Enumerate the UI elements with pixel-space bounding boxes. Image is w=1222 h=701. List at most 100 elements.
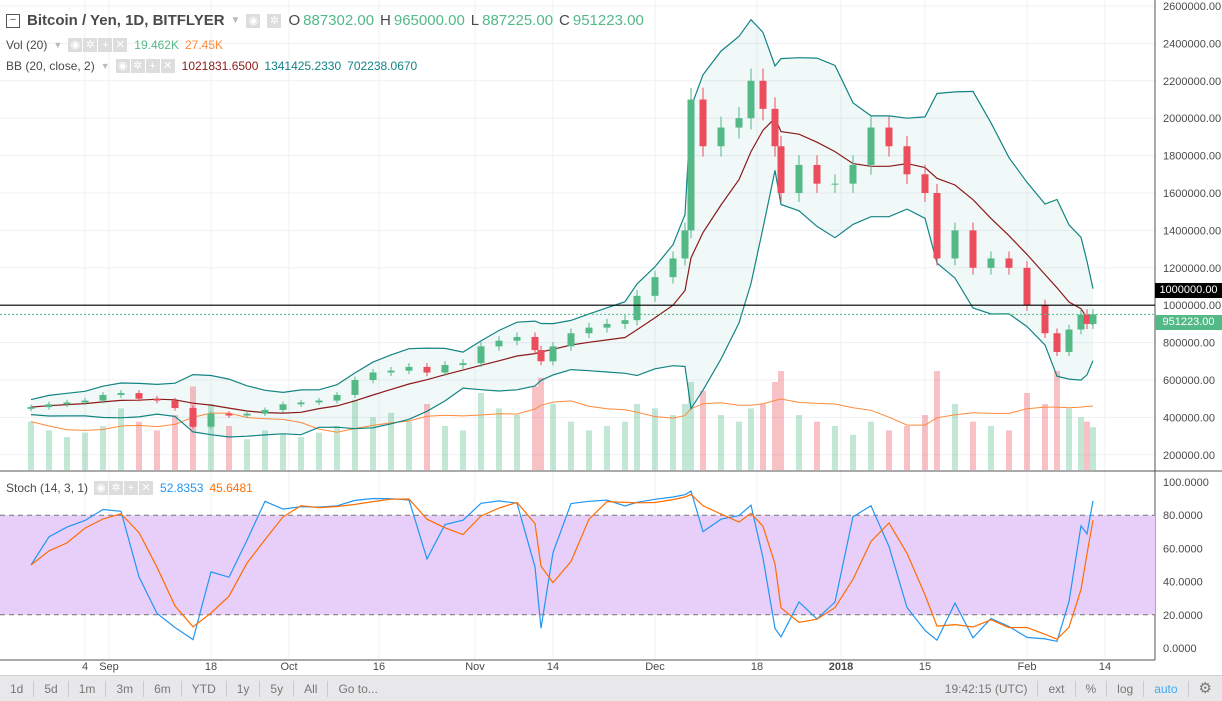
volume-bar <box>46 430 52 470</box>
candle-body <box>567 333 575 347</box>
volume-bar <box>460 430 466 470</box>
gear-icon[interactable]: ✲ <box>267 13 282 28</box>
volume-bar <box>424 404 430 470</box>
goto-button[interactable]: Go to... <box>338 681 378 696</box>
volume-bar <box>334 426 340 470</box>
close-icon[interactable]: ✕ <box>160 59 175 73</box>
range-5d[interactable]: 5d <box>34 680 69 697</box>
volume-bar <box>370 417 376 470</box>
volume-bar <box>514 415 520 470</box>
low-value: 887225.00 <box>482 12 554 29</box>
candle-body <box>495 340 503 347</box>
candle-body <box>885 127 893 147</box>
candle-body <box>279 404 287 410</box>
auto-toggle[interactable]: auto <box>1144 680 1189 697</box>
candle-body <box>747 80 755 119</box>
bottom-toolbar: 1d 5d 1m 3m 6m YTD 1y 5y All Go to... 19… <box>0 675 1222 701</box>
volume-bar <box>586 430 592 470</box>
volume-bar <box>1090 427 1096 470</box>
chevron-down-icon[interactable]: ▼ <box>100 60 110 71</box>
volume-legend: Vol (20) ▼ ◉ ✲ + ✕ 19.462K 27.45K <box>6 37 224 52</box>
candle-body <box>759 80 767 109</box>
y-tick-label: 1400000.00 <box>1163 225 1221 237</box>
volume-bar <box>538 377 544 470</box>
close-icon[interactable]: ✕ <box>139 481 154 495</box>
gear-icon[interactable]: ✲ <box>109 481 124 495</box>
symbol-title[interactable]: Bitcoin / Yen, 1D, BITFLYER <box>27 12 225 29</box>
x-tick-label: 16 <box>373 661 385 673</box>
volume-bar <box>904 426 910 470</box>
plus-icon[interactable]: + <box>145 59 160 73</box>
candle-body <box>933 193 941 259</box>
percent-toggle[interactable]: % <box>1076 680 1108 697</box>
volume-label[interactable]: Vol (20) <box>6 37 48 52</box>
eye-icon[interactable]: ◉ <box>68 38 83 52</box>
symbol-legend: − Bitcoin / Yen, 1D, BITFLYER ▼ ◉ ✲ O 8873… <box>6 12 644 29</box>
volume-bar <box>772 382 778 470</box>
close-icon[interactable]: ✕ <box>113 38 128 52</box>
candle-body <box>585 327 593 334</box>
plus-icon[interactable]: + <box>124 481 139 495</box>
chevron-down-icon[interactable]: ▼ <box>230 15 241 26</box>
stoch-tick-label: 80.0000 <box>1163 510 1203 522</box>
range-6m[interactable]: 6m <box>144 680 182 697</box>
x-tick-label: 2018 <box>829 661 853 673</box>
volume-bar <box>1024 393 1030 470</box>
volume-bar <box>550 404 556 470</box>
bb-label[interactable]: BB (20, close, 2) <box>6 58 95 73</box>
horizontal-line-price-label: 1000000.00 <box>1155 283 1222 298</box>
eye-icon[interactable]: ◉ <box>94 481 109 495</box>
volume-bar <box>682 404 688 470</box>
high-value: 965000.00 <box>393 12 465 29</box>
gear-icon[interactable]: ✲ <box>130 59 145 73</box>
candle-body <box>1053 333 1061 352</box>
settings-gear-icon[interactable]: ⚙ <box>1198 679 1212 697</box>
candle-body <box>99 394 107 401</box>
plus-icon[interactable]: + <box>98 38 113 52</box>
candle-body <box>951 230 959 259</box>
volume-bar <box>850 434 856 470</box>
volume-bar <box>28 421 34 470</box>
candle-body <box>921 174 929 193</box>
stoch-label[interactable]: Stoch (14, 3, 1) <box>6 480 89 495</box>
range-all[interactable]: All <box>294 680 329 697</box>
volume-bar <box>154 430 160 470</box>
candle-body <box>405 366 413 371</box>
volume-bar <box>1084 421 1090 470</box>
candle-body <box>207 413 215 427</box>
volume-bar <box>208 404 214 470</box>
range-1m[interactable]: 1m <box>69 680 107 697</box>
candle-body <box>621 320 629 324</box>
range-5y[interactable]: 5y <box>260 680 295 697</box>
range-1d[interactable]: 1d <box>0 680 35 697</box>
ext-toggle[interactable]: ext <box>1038 680 1076 697</box>
bb-fill <box>31 19 1093 437</box>
volume-bar <box>406 421 412 470</box>
candle-body <box>1083 314 1091 324</box>
range-3m[interactable]: 3m <box>106 680 145 697</box>
bb-basis-line <box>30 117 1094 414</box>
eye-icon[interactable]: ◉ <box>115 59 130 73</box>
volume-bar <box>532 386 538 470</box>
volume-bar <box>988 426 994 470</box>
range-ytd[interactable]: YTD <box>182 680 227 697</box>
close-value: 951223.00 <box>572 12 644 29</box>
eye-icon[interactable]: ◉ <box>246 13 261 28</box>
open-value: 887302.00 <box>303 12 375 29</box>
volume-bar <box>298 437 304 470</box>
bb-upper-line <box>30 18 1094 401</box>
volume-bar <box>604 426 610 470</box>
volume-bar <box>778 371 784 470</box>
volume-bar <box>814 421 820 470</box>
price-chart[interactable]: 2600000.00 2400000.00 2200000.00 2000000.00… <box>0 0 1222 675</box>
candle-body <box>315 400 323 403</box>
collapse-icon[interactable]: − <box>6 13 20 28</box>
volume-bar <box>118 408 124 470</box>
range-1y[interactable]: 1y <box>227 680 261 697</box>
y-tick-label: 1600000.00 <box>1163 188 1221 200</box>
y-tick-label: 2400000.00 <box>1163 38 1221 50</box>
bb-legend: BB (20, close, 2) ▼ ◉ ✲ + ✕ 1021831.6500 1341… <box>6 58 418 73</box>
chevron-down-icon[interactable]: ▼ <box>53 39 63 50</box>
log-toggle[interactable]: log <box>1107 680 1145 697</box>
gear-icon[interactable]: ✲ <box>83 38 98 52</box>
